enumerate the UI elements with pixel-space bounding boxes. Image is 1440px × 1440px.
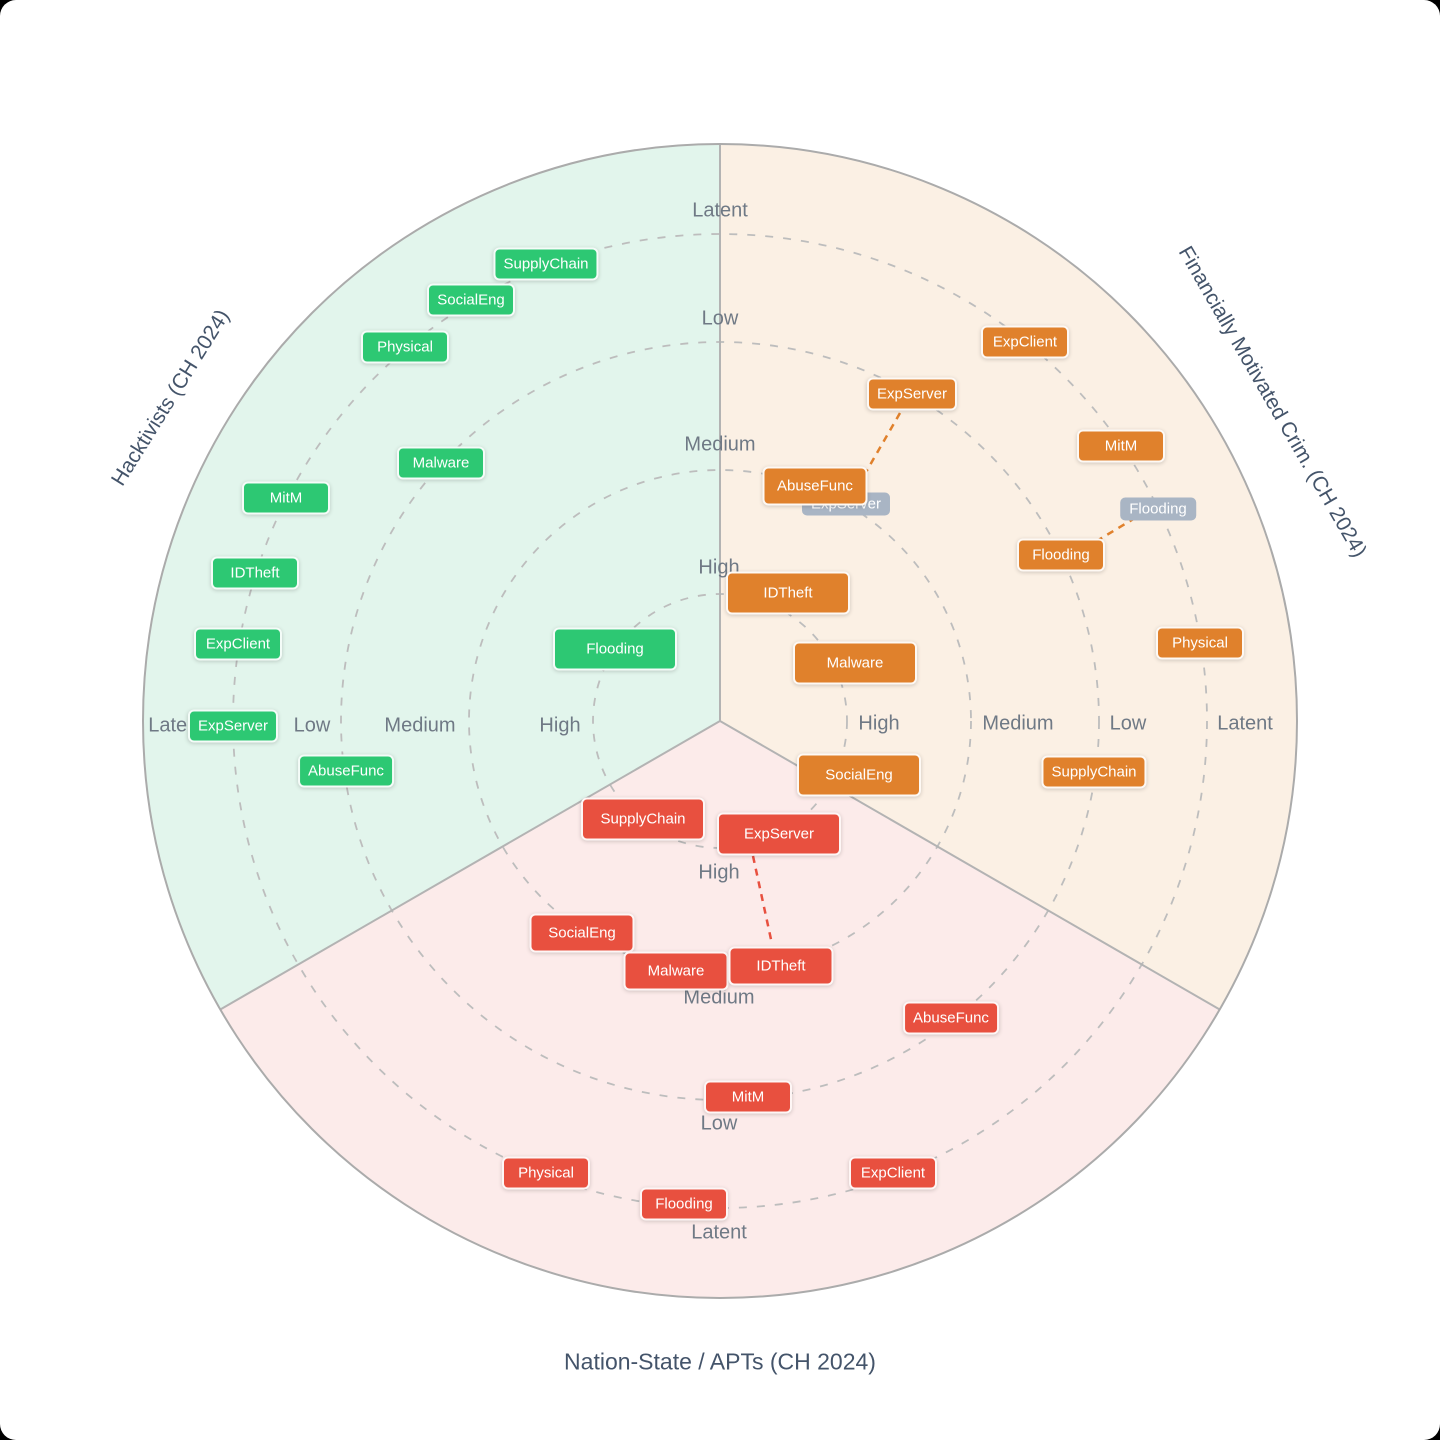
ring-tick-label: Low	[701, 307, 739, 330]
ring-tick-label: Medium	[684, 433, 756, 456]
threat-nationstate-flooding[interactable]: Flooding	[640, 1187, 728, 1221]
radar-outer-circle	[142, 143, 1298, 1299]
ring-tick-label: Medium	[982, 712, 1054, 735]
threat-finmot-socialeng[interactable]: SocialEng	[797, 753, 921, 797]
threat-hacktivists-malware[interactable]: Malware	[397, 446, 485, 480]
movement-connector-0	[864, 412, 902, 473]
threat-nationstate-expserver[interactable]: ExpServer	[717, 812, 841, 856]
threat-hacktivists-idtheft[interactable]: IDTheft	[211, 556, 299, 590]
threat-nationstate-supplychain[interactable]: SupplyChain	[581, 797, 705, 841]
threat-nationstate-mitm[interactable]: MitM	[704, 1080, 792, 1114]
threat-finmot-expserver[interactable]: ExpServer	[866, 377, 958, 411]
threat-hacktivists-socialeng[interactable]: SocialEng	[427, 283, 515, 317]
threat-finmot-flooding[interactable]: Flooding	[1017, 538, 1105, 572]
threat-nationstate-physical[interactable]: Physical	[502, 1156, 590, 1190]
ring-tick-label: Latent	[692, 199, 748, 222]
ring-tick-label: Low	[700, 1112, 738, 1135]
ring-tick-label: High	[698, 861, 740, 884]
ring-tick-label: High	[539, 714, 581, 737]
ring-tick-label: Low	[293, 714, 331, 737]
threat-finmot-mitm[interactable]: MitM	[1077, 429, 1165, 463]
ring-tick-label: Low	[1109, 712, 1147, 735]
movement-connectors	[751, 412, 1136, 945]
ring-tick-label: Latent	[691, 1221, 747, 1244]
threat-finmot-physical[interactable]: Physical	[1156, 626, 1244, 660]
ring-tick-label: Medium	[384, 714, 456, 737]
threat-finmot-malware[interactable]: Malware	[793, 641, 917, 685]
threat-finmot-idtheft[interactable]: IDTheft	[726, 571, 850, 615]
threat-nationstate-abusefunc[interactable]: AbuseFunc	[903, 1001, 999, 1035]
threat-finmot-flooding-previous[interactable]: Flooding	[1120, 497, 1196, 521]
threat-hacktivists-flooding[interactable]: Flooding	[553, 627, 677, 671]
threat-nationstate-expclient[interactable]: ExpClient	[849, 1156, 937, 1190]
threat-hacktivists-expclient[interactable]: ExpClient	[194, 627, 282, 661]
threat-finmot-supplychain[interactable]: SupplyChain	[1041, 755, 1147, 789]
threat-finmot-expclient[interactable]: ExpClient	[981, 325, 1069, 359]
threat-hacktivists-expserver[interactable]: ExpServer	[187, 709, 279, 743]
ring-tick-label: High	[858, 712, 900, 735]
threat-hacktivists-abusefunc[interactable]: AbuseFunc	[298, 754, 394, 788]
threat-finmot-abusefunc[interactable]: AbuseFunc	[762, 466, 868, 506]
boundary-lower-left	[219, 720, 721, 1011]
movement-connector-2	[751, 855, 774, 945]
threat-hacktivists-supplychain[interactable]: SupplyChain	[493, 247, 599, 281]
threat-hacktivists-physical[interactable]: Physical	[361, 330, 449, 364]
ring-tick-label: Medium	[683, 986, 755, 1009]
threat-nationstate-malware[interactable]: Malware	[623, 951, 729, 991]
ring-medium	[468, 469, 972, 973]
sector-title-nationstate: Nation-State / APTs (CH 2024)	[564, 1348, 876, 1375]
threat-nationstate-socialeng[interactable]: SocialEng	[529, 913, 635, 953]
ring-latent	[232, 233, 1208, 1209]
ring-tick-label: Latent	[1217, 712, 1273, 735]
sector-wedge-hacktivists	[142, 144, 720, 1010]
movement-connector-1	[1084, 516, 1136, 550]
threat-hacktivists-mitm[interactable]: MitM	[242, 481, 330, 515]
threat-nationstate-idtheft[interactable]: IDTheft	[728, 946, 834, 986]
